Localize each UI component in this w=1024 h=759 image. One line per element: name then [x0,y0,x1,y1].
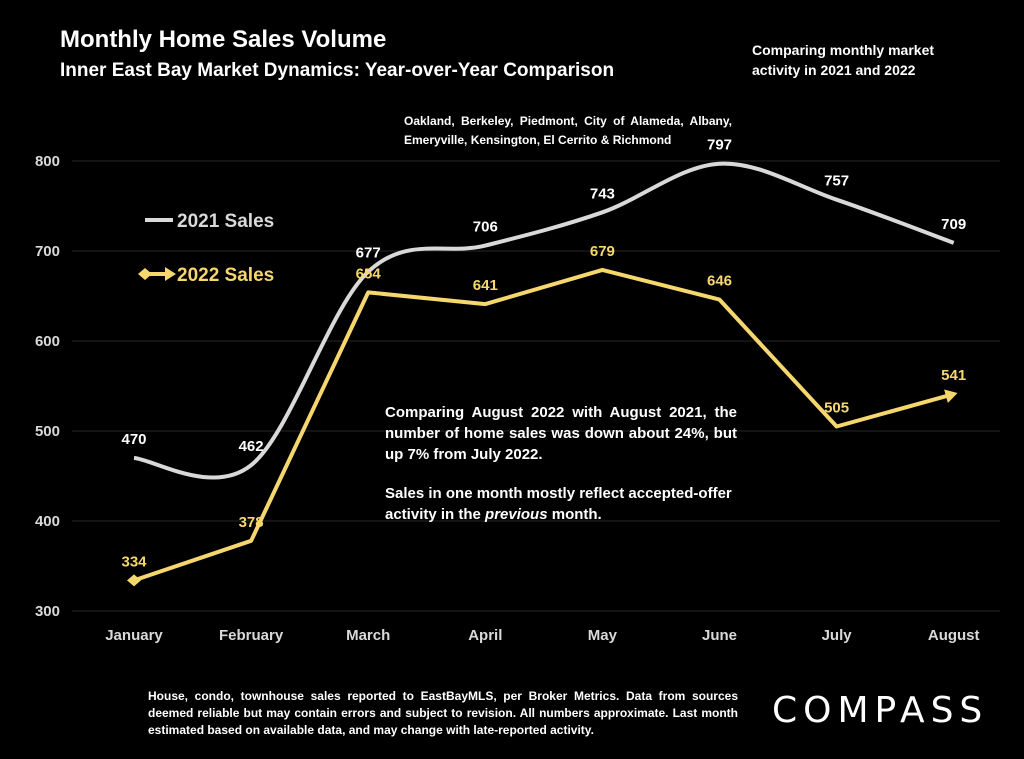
x-tick-label: March [346,627,390,644]
legend-diamond [138,268,152,280]
series-line-2022 [133,267,955,583]
x-tick-label: August [928,627,980,644]
data-label: 505 [824,400,849,417]
data-label: 378 [239,514,264,531]
legend-arrow [165,267,176,281]
chart-title: Monthly Home Sales Volume [60,26,387,53]
x-tick-label: February [219,627,284,644]
data-label: 654 [356,265,382,282]
annotation-box: Comparing August 2022 with August 2021, … [385,402,737,525]
annotation-paragraph-2: Sales in one month mostly reflect accept… [385,485,732,523]
data-label: 709 [941,216,966,233]
x-tick-label: January [105,627,163,644]
data-label: 677 [356,245,381,262]
source-footnote: House, condo, townhouse sales reported t… [148,689,738,737]
data-label: 462 [239,438,264,455]
data-label: 641 [473,277,498,294]
data-label: 706 [473,219,498,236]
x-tick-label: June [702,627,737,644]
comparison-note: Comparing monthly market activity in 202… [752,42,935,78]
data-label: 757 [824,173,849,190]
y-tick-label: 500 [35,423,60,440]
region-list: Oakland, Berkeley, Piedmont, City of Ala… [404,114,732,147]
data-label: 743 [590,185,615,202]
chart-subtitle: Inner East Bay Market Dynamics: Year-ove… [60,60,615,81]
y-tick-label: 300 [35,603,60,620]
y-tick-label: 800 [35,153,60,170]
data-label: 541 [941,367,966,384]
compass-logo: COMPASS [772,690,989,731]
y-tick-label: 600 [35,333,60,350]
y-tick-label: 400 [35,513,60,530]
data-label: 646 [707,273,732,290]
series-start-diamond [127,574,141,587]
x-tick-label: May [588,627,618,644]
data-label: 334 [121,553,147,570]
data-label: 470 [121,431,146,448]
x-tick-label: July [822,627,853,644]
data-label: 797 [707,137,732,154]
annotation-paragraph-1: Comparing August 2022 with August 2021, … [385,404,737,463]
legend-label: 2021 Sales [177,211,274,232]
data-label: 679 [590,243,615,260]
series-end-arrow [944,389,958,403]
x-tick-label: April [468,627,502,644]
y-tick-label: 700 [35,243,60,260]
series-line-2021 [133,161,955,480]
legend-label: 2022 Sales [177,265,274,286]
